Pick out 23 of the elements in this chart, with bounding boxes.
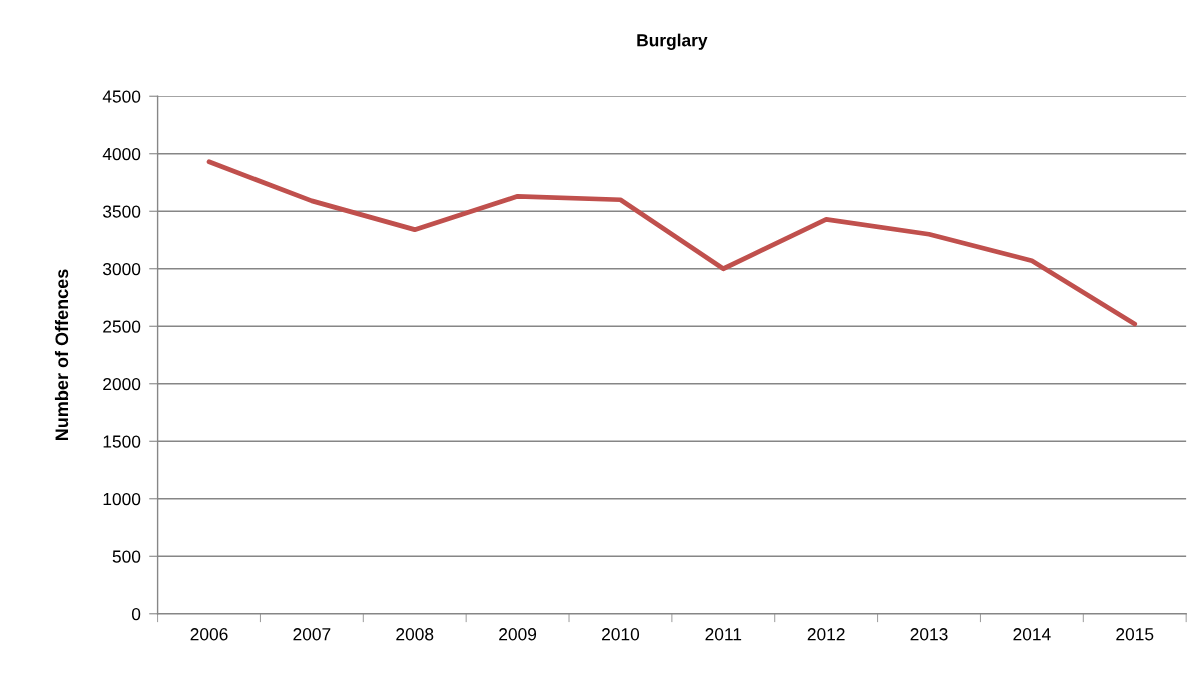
y-tick-label: 4500 [102, 90, 141, 103]
y-tick-label: 1500 [103, 435, 141, 448]
y-tick-label: 2000 [103, 377, 141, 391]
y-axis-title: Number of Offences [54, 269, 69, 441]
x-tick-label: 2013 [910, 628, 948, 641]
line-series [206, 159, 1138, 327]
x-tick-label: 2010 [602, 628, 640, 641]
y-tick-label: 1000 [103, 492, 141, 506]
y-tick-label: 2500 [103, 320, 141, 333]
y-tick-label: 3500 [102, 205, 141, 218]
x-tick-label: 2006 [190, 628, 228, 641]
x-tick-label: 2011 [705, 628, 742, 641]
x-tick-label: 2012 [807, 628, 845, 641]
x-tick-label: 2009 [499, 628, 537, 641]
chart-title: Burglary [637, 33, 708, 50]
x-tick-label: 2014 [1013, 628, 1051, 641]
x-tick-label: 2008 [396, 628, 434, 641]
y-tick-label: 4000 [102, 147, 141, 161]
y-tick-label: 3000 [102, 262, 141, 276]
x-tick-label: 2007 [293, 628, 331, 641]
y-tick-label: 500 [112, 550, 141, 563]
y-tick-label: 0 [131, 607, 141, 621]
x-tick-label: 2015 [1116, 628, 1154, 641]
